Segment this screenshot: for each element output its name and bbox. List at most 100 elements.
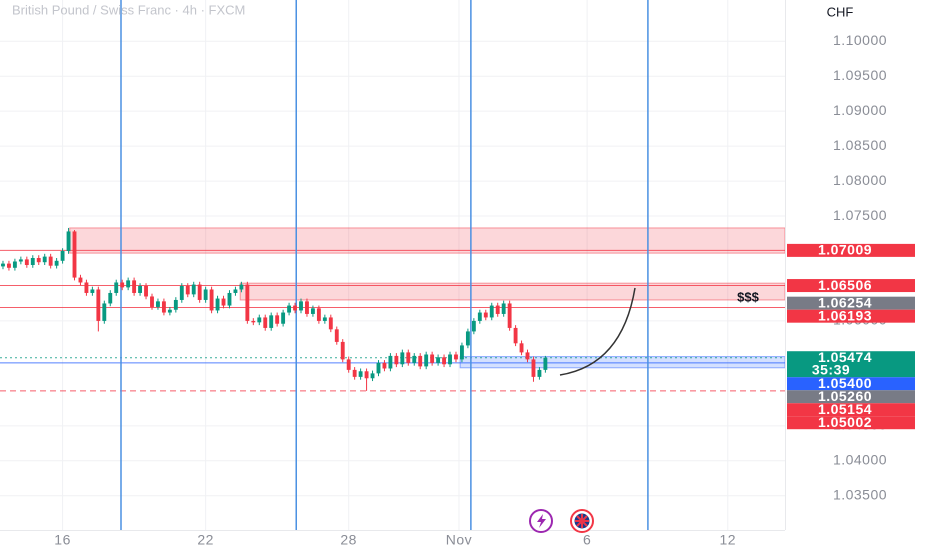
price-label: 1.06254 — [818, 294, 872, 310]
candle-body — [1, 263, 5, 267]
chart-title: British Pound / Swiss Franc · 4h · FXCM — [12, 2, 245, 17]
candle-body — [167, 309, 172, 313]
price-label: 1.05260 — [818, 388, 872, 404]
price-label-box — [787, 351, 915, 378]
price-label: 1.06506 — [818, 277, 872, 293]
price-label-box — [787, 377, 915, 391]
candle-body — [352, 369, 357, 377]
candle-body — [346, 359, 351, 370]
zone — [459, 356, 786, 369]
countdown: 35:39 — [812, 361, 850, 377]
candle-body — [185, 285, 190, 295]
axes: 1.10000 1.09500 1.09000 1.08500 1.08000 1.075… — [54, 32, 915, 548]
candle-body — [328, 317, 333, 330]
candle-body — [132, 280, 137, 293]
candle-body — [287, 305, 292, 313]
event-icon-glyph — [537, 514, 546, 528]
candle-body — [18, 259, 23, 262]
bottom-icons[interactable] — [529, 509, 594, 533]
price-label-box — [787, 279, 915, 293]
y-tick-label: 1.08000 — [833, 172, 887, 188]
price-label: 1.05400 — [818, 375, 872, 391]
candle-body — [209, 289, 214, 311]
candle-body — [269, 315, 274, 328]
y-tick-label: 1.08500 — [833, 137, 887, 153]
candle-body — [42, 256, 47, 263]
x-tick-label: Nov — [446, 532, 472, 548]
candle-body — [454, 354, 458, 360]
candle-body — [161, 301, 166, 313]
candle-body — [114, 282, 119, 293]
candle-body — [66, 231, 71, 252]
price-label: 1.05154 — [818, 401, 872, 417]
candle-body — [477, 312, 482, 321]
candle-body — [322, 317, 327, 321]
candle-body — [442, 357, 446, 365]
candle-body — [90, 289, 95, 293]
candle-body — [12, 261, 17, 268]
candle-body — [394, 355, 399, 365]
candle-body — [430, 354, 435, 363]
candle-body — [370, 373, 375, 379]
candle-body — [257, 317, 262, 323]
candle-body — [519, 343, 524, 353]
candle-body — [281, 312, 286, 324]
candle-body — [501, 303, 506, 314]
candle-body — [358, 371, 363, 377]
x-tick-label: 6 — [583, 532, 591, 548]
candle-body — [191, 284, 196, 295]
candle-body — [96, 289, 101, 321]
candle-body — [483, 312, 488, 318]
candle-body — [310, 308, 315, 314]
candle-body — [507, 303, 512, 328]
candle-body — [293, 305, 297, 311]
candle-body — [424, 354, 429, 367]
price-label: 1.05474 — [818, 349, 872, 365]
y-tick-label: 1.09500 — [833, 67, 887, 83]
x-tick-label: 28 — [340, 532, 357, 548]
candle-body — [364, 371, 369, 379]
candle-body — [120, 282, 125, 288]
candle-body — [489, 305, 494, 318]
plot-area — [0, 0, 786, 530]
candle-body — [406, 352, 411, 363]
candle-body — [156, 301, 160, 307]
candle-body — [72, 231, 77, 278]
candle-body — [215, 298, 220, 311]
price-label: 1.06193 — [818, 307, 872, 323]
candle-body — [60, 251, 65, 261]
candle-body — [48, 256, 53, 266]
candle-body — [388, 355, 393, 369]
candle-body — [108, 292, 113, 304]
candle-body — [84, 282, 89, 293]
candle-body — [448, 354, 452, 365]
flag-cross — [575, 514, 589, 528]
candle-body — [138, 285, 143, 293]
candle-body — [531, 359, 536, 377]
candle-body — [24, 259, 29, 265]
candle-body — [251, 320, 256, 323]
candle-body — [102, 303, 107, 321]
x-tick-label: 12 — [719, 532, 736, 548]
price-label-box — [787, 243, 915, 257]
grid — [0, 0, 785, 530]
candle-body — [239, 284, 244, 290]
y-tick-label: 1.10000 — [833, 32, 887, 48]
candle-body — [460, 345, 464, 360]
candle-body — [334, 329, 339, 342]
candle-body — [150, 296, 154, 307]
candle-body — [495, 305, 500, 314]
candle-body — [513, 327, 518, 344]
candle-body — [233, 289, 238, 293]
zone — [69, 227, 786, 254]
candle-body — [436, 357, 441, 363]
candle-body — [30, 258, 35, 265]
candle-body — [471, 320, 476, 332]
y-tick-label: 1.03500 — [833, 486, 887, 502]
candle-body — [418, 355, 423, 367]
candle-body — [537, 369, 542, 377]
price-label: 1.05002 — [818, 414, 872, 430]
price-label: 1.07009 — [818, 242, 872, 258]
